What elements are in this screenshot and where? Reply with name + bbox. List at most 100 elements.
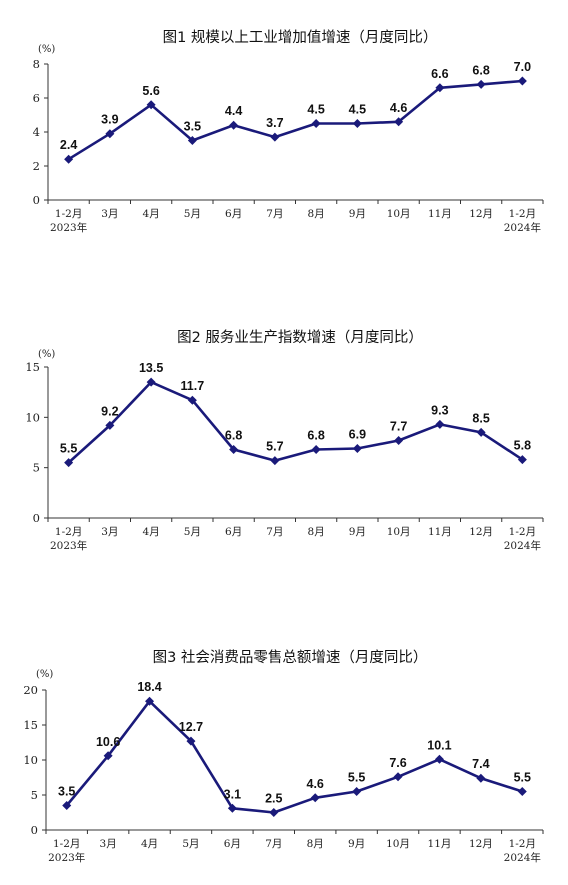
- x-tick-label: 3月: [100, 838, 117, 850]
- x-tick-label: 5月: [182, 838, 199, 850]
- data-point-marker: [311, 119, 321, 128]
- x-tick-label: 1-2月: [509, 208, 536, 220]
- x-tick-label: 1-2月: [509, 838, 536, 850]
- data-label: 4.6: [390, 101, 407, 115]
- data-point-marker: [394, 117, 404, 127]
- x-tick-label: 5月: [184, 526, 201, 538]
- data-point-marker: [270, 456, 280, 466]
- data-point-marker: [227, 803, 237, 813]
- data-label: 3.9: [101, 113, 118, 127]
- y-tick-label: 10: [25, 410, 40, 424]
- data-label: 6.9: [349, 428, 366, 442]
- x-tick-label: 1-2月: [55, 208, 82, 220]
- data-point-marker: [435, 83, 445, 93]
- x-tick-label: 4月: [141, 838, 158, 850]
- data-label: 11.7: [181, 379, 205, 393]
- x-tick-label: 12月: [469, 526, 493, 538]
- series-line: [67, 79, 523, 161]
- x-tick-label: 1-2月: [55, 526, 82, 538]
- data-point-marker: [517, 76, 527, 86]
- data-label: 4.4: [225, 104, 242, 118]
- data-point-marker: [393, 772, 403, 782]
- x-year-label: 2024年: [504, 539, 541, 552]
- x-tick-label: 6月: [225, 208, 242, 220]
- data-label: 8.5: [472, 411, 489, 425]
- y-tick-label: 0: [31, 823, 38, 837]
- x-tick-label: 9月: [349, 208, 366, 220]
- x-tick-label: 6月: [225, 526, 242, 538]
- x-tick-label: 5月: [184, 208, 201, 220]
- y-tick-label: 2: [33, 159, 40, 173]
- data-label: 7.4: [472, 757, 489, 771]
- data-label: 7.7: [390, 419, 407, 433]
- y-tick-label: 0: [33, 193, 40, 207]
- data-label: 6.6: [431, 67, 448, 81]
- data-label: 18.4: [137, 680, 161, 694]
- data-point-marker: [187, 395, 197, 405]
- data-label: 9.3: [431, 403, 448, 417]
- x-tick-label: 1-2月: [509, 526, 536, 538]
- data-point-marker: [229, 445, 239, 455]
- unit-label: (%): [36, 669, 53, 680]
- y-tick-label: 4: [33, 125, 40, 139]
- data-label: 5.7: [266, 440, 283, 454]
- data-label: 6.8: [307, 429, 324, 443]
- data-point-marker: [64, 458, 74, 468]
- data-point-marker: [352, 119, 362, 128]
- unit-label: (%): [38, 349, 55, 360]
- x-tick-label: 10月: [386, 838, 410, 850]
- x-tick-label: 7月: [265, 838, 282, 850]
- x-tick-label: 8月: [307, 838, 324, 850]
- data-point-marker: [105, 129, 115, 139]
- data-point-marker: [476, 427, 486, 437]
- x-tick-label: 1-2月: [53, 838, 80, 850]
- x-tick-label: 11月: [428, 208, 452, 220]
- data-label: 3.5: [58, 785, 75, 799]
- data-point-marker: [435, 419, 445, 429]
- data-label: 10.1: [427, 738, 451, 752]
- chart-industrial-value-added: 图1 规模以上工业增加值增速（月度同比） (%) 024681-2月2023年3…: [33, 29, 544, 234]
- data-label: 13.5: [139, 361, 163, 375]
- x-tick-label: 6月: [224, 838, 241, 850]
- x-tick-label: 8月: [308, 208, 325, 220]
- y-tick-label: 5: [31, 788, 38, 802]
- data-label: 5.5: [348, 771, 365, 785]
- data-point-marker: [146, 377, 156, 387]
- x-tick-label: 7月: [266, 208, 283, 220]
- x-tick-label: 10月: [387, 526, 411, 538]
- data-label: 5.8: [514, 439, 531, 453]
- x-tick-label: 12月: [469, 838, 493, 850]
- data-point-marker: [187, 136, 197, 145]
- data-point-marker: [311, 445, 321, 455]
- data-point-marker: [517, 455, 527, 465]
- data-label: 3.1: [224, 787, 241, 801]
- data-point-marker: [476, 79, 486, 89]
- data-label: 10.6: [96, 735, 120, 749]
- data-label: 7.0: [514, 60, 531, 74]
- data-point-marker: [352, 444, 362, 454]
- data-point-marker: [434, 754, 444, 764]
- data-label: 3.5: [184, 120, 201, 134]
- series-line: [67, 380, 524, 464]
- y-tick-label: 8: [33, 57, 40, 71]
- data-point-marker: [352, 787, 362, 796]
- y-tick-label: 6: [33, 91, 40, 105]
- x-year-label: 2023年: [50, 221, 87, 234]
- x-tick-label: 3月: [101, 208, 118, 220]
- data-label: 2.5: [265, 792, 282, 806]
- x-year-label: 2023年: [48, 851, 85, 864]
- y-tick-label: 15: [25, 360, 40, 374]
- data-label: 6.8: [472, 63, 489, 77]
- data-point-marker: [105, 420, 115, 430]
- data-point-marker: [145, 696, 155, 706]
- chart-services-production-index: 图2 服务业生产指数增速（月度同比） (%) 0510151-2月2023年3月…: [25, 329, 544, 552]
- data-point-marker: [64, 154, 74, 164]
- data-label: 5.5: [60, 442, 77, 456]
- data-point-marker: [62, 801, 72, 810]
- x-tick-label: 8月: [308, 526, 325, 538]
- data-label: 2.4: [60, 138, 77, 152]
- data-label: 12.7: [179, 720, 203, 734]
- x-tick-label: 10月: [387, 208, 411, 220]
- data-point-marker: [517, 787, 527, 796]
